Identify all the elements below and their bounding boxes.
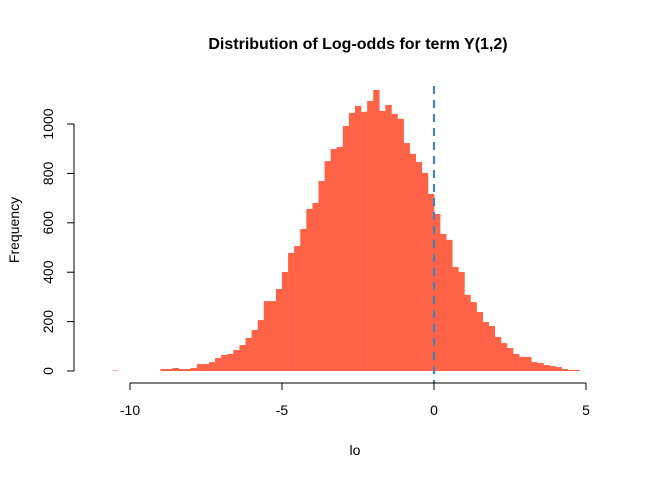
histogram-bar (531, 362, 538, 371)
histogram-bar (209, 362, 216, 371)
histogram-bar (184, 369, 192, 371)
histogram-bar (263, 301, 271, 371)
histogram-bar (166, 369, 173, 371)
histogram-bar (336, 146, 344, 371)
histogram-bar (227, 353, 234, 371)
histogram-bar (245, 337, 252, 371)
histogram-bar (251, 329, 258, 371)
histogram-bar (567, 370, 575, 371)
histogram-bar (196, 364, 204, 371)
histogram-bar (324, 161, 331, 371)
y-tick-label: 200 (40, 310, 56, 334)
histogram-bar (525, 356, 532, 371)
x-tick-label: 5 (582, 402, 590, 418)
histogram-bar (318, 181, 325, 371)
histogram-bar (300, 228, 307, 371)
histogram-bar (215, 357, 222, 371)
histogram-bar (233, 350, 240, 371)
bars (111, 86, 581, 383)
histogram-bar (354, 105, 362, 372)
histogram-bar (488, 326, 496, 371)
histogram-bar (573, 370, 581, 371)
histogram-bar (421, 172, 429, 371)
y-tick-label: 600 (40, 211, 56, 235)
histogram-bar (269, 301, 277, 371)
histogram-bar (221, 354, 228, 371)
histogram-bar (306, 208, 313, 371)
histogram-bar (458, 271, 465, 371)
histogram-bar (312, 203, 319, 371)
histogram-bar (367, 101, 374, 372)
histogram-bar (561, 369, 569, 371)
histogram-bar (397, 118, 404, 371)
histogram-bar (427, 193, 435, 371)
histogram-bar (415, 162, 423, 371)
histogram-bar (494, 336, 502, 371)
histogram-bar (385, 104, 392, 371)
histogram-bar (373, 89, 380, 371)
y-tick-label: 800 (40, 162, 56, 186)
histogram-bar (500, 343, 508, 371)
histogram-bar (543, 365, 550, 371)
histogram-bar (549, 366, 556, 371)
y-tick-label: 1000 (40, 108, 56, 139)
histogram-bar (555, 367, 562, 371)
histogram-bar (537, 363, 544, 371)
histogram-bar (513, 353, 520, 371)
histogram-bar (409, 153, 417, 371)
histogram-bar (348, 112, 356, 371)
x-tick-label: 0 (430, 402, 438, 418)
histogram-bar (446, 239, 453, 371)
y-axis-label: Frequency (6, 197, 22, 263)
chart-title: Distribution of Log-odds for term Y(1,2) (208, 36, 507, 53)
histogram-bar (282, 271, 289, 371)
histogram-bar (239, 345, 246, 371)
histogram-bar (178, 369, 186, 371)
x-axis-label: lo (350, 442, 361, 458)
y-axis: 0 200 400 600 800 1000 (40, 108, 75, 375)
histogram-bar (202, 364, 210, 371)
x-axis: -10 -5 0 5 (120, 382, 590, 418)
histogram-bar (379, 110, 386, 371)
histogram-bar (294, 246, 301, 371)
histogram-bar (470, 302, 477, 371)
histogram-bar (476, 311, 483, 371)
histogram-bar (172, 368, 179, 371)
histogram-bar (160, 369, 167, 371)
histogram-bar (275, 288, 283, 371)
histogram-bar (403, 143, 410, 371)
x-tick-label: -10 (120, 402, 140, 418)
histogram-bar (464, 294, 471, 371)
histogram-bar (452, 267, 459, 371)
histogram-bar (342, 125, 350, 371)
histogram-bar (257, 320, 265, 371)
histogram-bar (190, 368, 198, 371)
histogram-bar (361, 111, 368, 371)
y-tick-label: 0 (40, 367, 56, 375)
histogram-bar (391, 113, 398, 372)
histogram-bar (506, 348, 514, 371)
histogram-bar (519, 356, 526, 371)
histogram-bar (482, 322, 490, 371)
histogram-bar (440, 233, 447, 371)
histogram-bar (288, 252, 295, 371)
x-tick-label: -5 (276, 402, 289, 418)
histogram-bar (330, 148, 338, 371)
histogram-bar (434, 213, 441, 371)
y-tick-label: 400 (40, 260, 56, 284)
